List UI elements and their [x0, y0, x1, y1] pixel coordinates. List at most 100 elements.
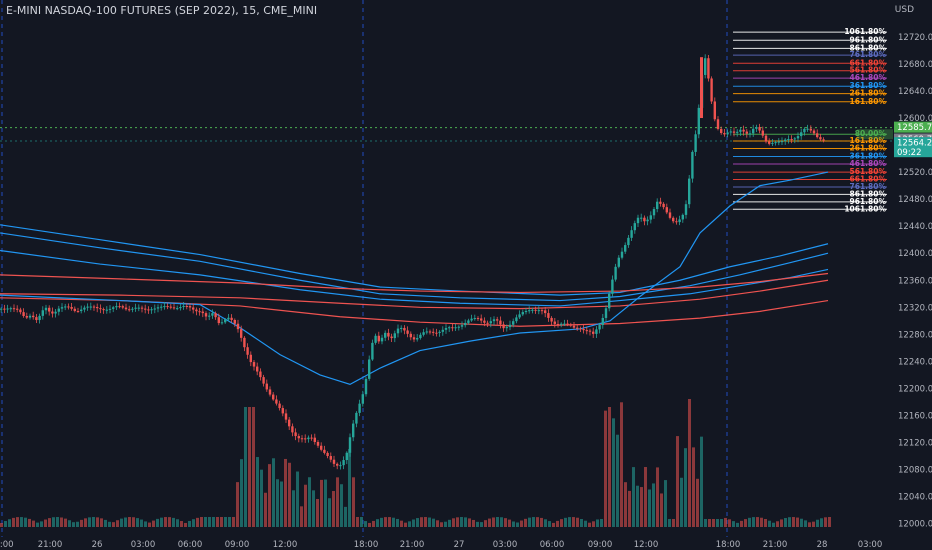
volume-bar [268, 464, 271, 527]
volume-bar [656, 467, 659, 527]
volume-bar [524, 518, 527, 527]
volume-bar [816, 519, 819, 527]
candle-body [604, 308, 608, 318]
volume-bar [88, 517, 91, 527]
candle-body [80, 309, 83, 312]
candle-body [758, 127, 761, 131]
candle-body [752, 128, 755, 134]
candle-body [278, 403, 281, 409]
candle-body [505, 327, 508, 329]
volume-bar [476, 521, 479, 527]
volume-bar [512, 521, 515, 527]
candle-body [124, 307, 128, 310]
candle-body [128, 309, 131, 311]
fib-label-3: 761.80% [850, 50, 887, 59]
candle-body [611, 279, 614, 294]
volume-bar [800, 518, 803, 527]
price-tick-label: 12280.00 [898, 330, 932, 340]
volume-bar [372, 520, 375, 527]
volume-bar [540, 517, 543, 527]
candle-body [54, 311, 57, 314]
volume-bar [392, 517, 395, 527]
volume-bar [692, 447, 695, 527]
volume-bar [672, 519, 675, 527]
candle-body [438, 331, 441, 333]
time-tick-label: 12:00 [634, 540, 659, 550]
candle-body [224, 319, 227, 323]
candle-body [44, 307, 48, 311]
volume-bar [148, 522, 151, 527]
volume-bar [248, 407, 251, 527]
volume-bar [4, 520, 7, 527]
volume-bar [468, 518, 471, 527]
volume-bar [304, 484, 307, 527]
volume-bar [128, 517, 131, 527]
candle-body [32, 315, 35, 318]
volume-bar [364, 521, 367, 527]
volume-bar [480, 522, 483, 527]
candle-body [329, 456, 332, 460]
volume-bar [644, 467, 647, 527]
candle-body [448, 327, 451, 329]
candle-body [659, 201, 662, 204]
candle-body [294, 432, 297, 437]
candle-body [816, 133, 819, 138]
volume-bar [604, 410, 607, 527]
candle-body [777, 141, 780, 143]
price-tick-label: 12360.00 [898, 276, 932, 286]
volume-bar [508, 519, 511, 527]
candle-body [569, 324, 572, 326]
candle-body [470, 318, 473, 321]
candle-body [496, 319, 499, 321]
volume-bar [712, 519, 715, 527]
volume-bar [180, 521, 183, 527]
price-axis[interactable]: 12720.0012680.0012640.0012600.0012560.00… [857, 0, 932, 550]
price-badge-label-2: 12564.25 [897, 139, 932, 149]
volume-bar [132, 517, 135, 527]
ma-red-1 [0, 272, 829, 294]
candle-body [713, 101, 716, 120]
candle-body [486, 322, 489, 324]
candle-body [560, 323, 563, 325]
candle-body [76, 310, 80, 312]
candle-body [588, 330, 592, 332]
volume-bar [332, 491, 335, 527]
volume-bar [776, 521, 779, 527]
volume-bar [700, 436, 703, 527]
volume-bar [572, 517, 575, 527]
candle-body [796, 136, 800, 139]
candle-body [310, 437, 313, 439]
candle-body [144, 308, 147, 310]
volume-bar [608, 407, 611, 527]
time-tick-label: 18:00 [716, 540, 741, 550]
fib-label-13: 361.80% [850, 152, 887, 161]
candle-body [518, 314, 521, 318]
volume-bar [144, 521, 147, 527]
volume-bar [324, 479, 327, 527]
volume-bar [300, 506, 303, 527]
candle-body [736, 131, 739, 133]
volume-bar [496, 517, 499, 527]
volume-bar [232, 517, 235, 527]
volume-bar [224, 517, 227, 527]
candle-body [697, 107, 700, 135]
candle-body [368, 359, 371, 379]
price-candles [0, 54, 825, 470]
volume-bar [676, 436, 679, 527]
volume-bar [244, 407, 247, 527]
candle-body [729, 131, 732, 133]
time-tick-label: 21:00 [400, 540, 425, 550]
time-tick-label: 12:00 [273, 540, 298, 550]
candle-body [371, 342, 374, 360]
fib-label-16: 661.80% [850, 175, 887, 184]
volume-bar [356, 517, 359, 527]
volume-bar [560, 519, 563, 527]
volume-bar [576, 517, 579, 527]
volume-bar [784, 518, 787, 527]
candle-body [259, 371, 262, 378]
volume-bar [420, 517, 423, 527]
time-axis[interactable]: 8:00 21:00 26 03:00 06:00 09:00 12:00 18:00 21:0… [0, 537, 932, 550]
candle-body [51, 311, 54, 314]
candle-body [256, 366, 259, 372]
